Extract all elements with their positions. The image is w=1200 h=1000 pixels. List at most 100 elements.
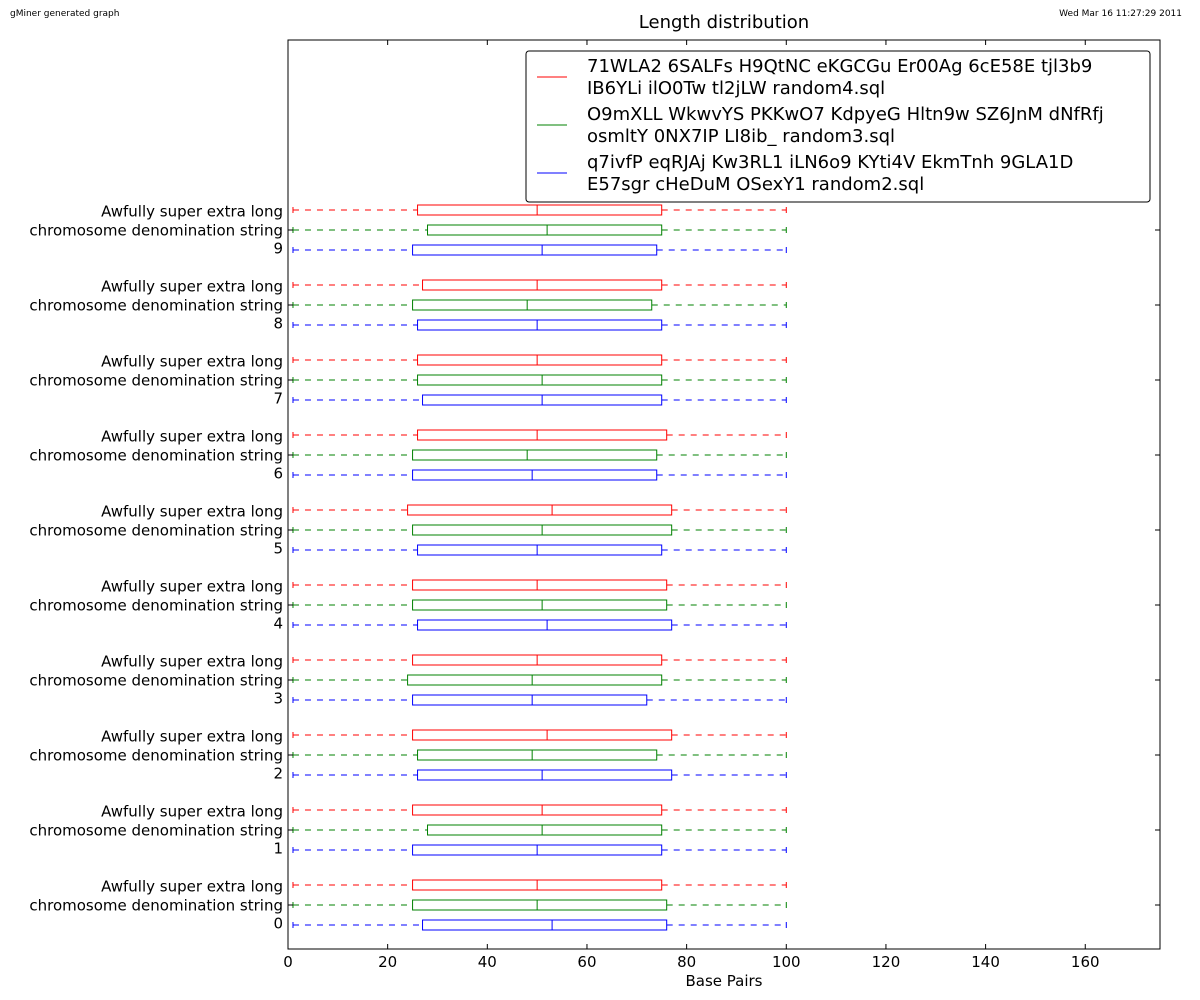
iqr-box xyxy=(407,674,663,686)
timestamp: Wed Mar 16 11:27:29 2011 xyxy=(1059,9,1182,19)
iqr-box xyxy=(412,449,658,461)
box-0-5 xyxy=(292,504,787,516)
x-tick-label: 100 xyxy=(772,953,801,971)
legend-label: 71WLA2 6SALFs H9QtNC eKGCGu Er00Ag 6cE58… xyxy=(587,56,1092,77)
legend-frame xyxy=(525,50,1151,203)
iqr-box xyxy=(412,244,658,256)
y-tick-label: Awfully super extra long xyxy=(101,278,283,296)
iqr-box xyxy=(412,899,668,911)
box-0-3 xyxy=(292,654,787,666)
box-2-6 xyxy=(292,469,787,481)
iqr-box xyxy=(412,599,668,611)
box-1-5 xyxy=(292,524,787,536)
legend-label: q7ivfP eqRJAj Kw3RL1 iLN6o9 KYti4V EkmTn… xyxy=(587,152,1073,173)
y-tick-label: 4 xyxy=(273,615,283,633)
y-tick-label: 6 xyxy=(273,465,283,483)
iqr-box xyxy=(427,824,663,836)
y-tick-label: 0 xyxy=(273,915,283,933)
y-tick-label: Awfully super extra long xyxy=(101,878,283,896)
box-1-7 xyxy=(292,374,787,386)
y-tick-label: Awfully super extra long xyxy=(101,428,283,446)
x-tick-label: 120 xyxy=(872,953,901,971)
y-tick-label: chromosome denomination string xyxy=(29,897,283,915)
iqr-box xyxy=(417,354,663,366)
y-tick-label: chromosome denomination string xyxy=(29,672,283,690)
y-tick-label: chromosome denomination string xyxy=(29,747,283,765)
box-2-0 xyxy=(292,919,787,931)
y-tick-label: 9 xyxy=(273,240,283,258)
box-1-1 xyxy=(292,824,787,836)
iqr-box xyxy=(422,919,668,931)
box-2-8 xyxy=(292,319,787,331)
box-1-6 xyxy=(292,449,787,461)
box-2-4 xyxy=(292,619,787,631)
box-0-2 xyxy=(292,729,787,741)
x-tick-label: 60 xyxy=(577,953,596,971)
y-tick-label: 7 xyxy=(273,390,283,408)
y-tick-label: chromosome denomination string xyxy=(29,372,283,390)
box-1-2 xyxy=(292,749,787,761)
x-tick-label: 40 xyxy=(478,953,497,971)
iqr-box xyxy=(417,429,668,441)
box-2-3 xyxy=(292,694,787,706)
y-tick-label: Awfully super extra long xyxy=(101,578,283,596)
iqr-box xyxy=(412,469,658,481)
iqr-box xyxy=(422,279,663,291)
legend-label: osmltY 0NX7IP LI8ib_ random3.sql xyxy=(587,126,895,147)
y-tick-label: Awfully super extra long xyxy=(101,803,283,821)
iqr-box xyxy=(412,694,648,706)
y-tick-label: Awfully super extra long xyxy=(101,653,283,671)
box-1-3 xyxy=(292,674,787,686)
box-2-7 xyxy=(292,394,787,406)
box-0-1 xyxy=(292,804,787,816)
y-tick-label: Awfully super extra long xyxy=(101,728,283,746)
legend-label: O9mXLL WkwvYS PKKwO7 KdpyeG Hltn9w SZ6Jn… xyxy=(587,104,1104,125)
x-tick-label: 0 xyxy=(283,953,293,971)
y-tick-label: 3 xyxy=(273,690,283,708)
iqr-box xyxy=(407,504,673,516)
generator-note: gMiner generated graph xyxy=(10,9,120,19)
x-tick-label: 80 xyxy=(677,953,696,971)
box-2-5 xyxy=(292,544,787,556)
y-tick-label: 1 xyxy=(273,840,283,858)
y-tick-label: chromosome denomination string xyxy=(29,522,283,540)
iqr-box xyxy=(417,204,663,216)
box-0-0 xyxy=(292,879,787,891)
box-0-8 xyxy=(292,279,787,291)
y-tick-label: chromosome denomination string xyxy=(29,447,283,465)
y-tick-label: chromosome denomination string xyxy=(29,822,283,840)
legend-label: E57sgr cHeDuM OSexY1 random2.sql xyxy=(587,174,924,195)
iqr-box xyxy=(417,319,663,331)
box-1-9 xyxy=(292,224,787,236)
legend-label: IB6YLi ilO0Tw tl2jLW random4.sql xyxy=(587,78,885,99)
box-0-6 xyxy=(292,429,787,441)
x-axis-label: Base Pairs xyxy=(685,972,762,990)
box-0-9 xyxy=(292,204,787,216)
box-1-4 xyxy=(292,599,787,611)
iqr-box xyxy=(417,619,673,631)
iqr-box xyxy=(412,729,673,741)
x-tick-label: 160 xyxy=(1071,953,1100,971)
iqr-box xyxy=(417,769,673,781)
box-2-1 xyxy=(292,844,787,856)
y-tick-label: 2 xyxy=(273,765,283,783)
box-2-9 xyxy=(292,244,787,256)
y-tick-label: Awfully super extra long xyxy=(101,353,283,371)
iqr-box xyxy=(417,544,663,556)
y-tick-label: 8 xyxy=(273,315,283,333)
boxes-layer xyxy=(292,204,787,931)
legend: 71WLA2 6SALFs H9QtNC eKGCGu Er00Ag 6cE58… xyxy=(525,50,1151,203)
y-tick-label: Awfully super extra long xyxy=(101,503,283,521)
x-tick-label: 140 xyxy=(971,953,1000,971)
chart-title: Length distribution xyxy=(639,12,809,33)
iqr-box xyxy=(412,299,653,311)
box-0-7 xyxy=(292,354,787,366)
box-2-2 xyxy=(292,769,787,781)
box-0-4 xyxy=(292,579,787,591)
iqr-box xyxy=(412,804,663,816)
iqr-box xyxy=(427,224,663,236)
y-tick-label: Awfully super extra long xyxy=(101,203,283,221)
box-1-8 xyxy=(292,299,787,311)
